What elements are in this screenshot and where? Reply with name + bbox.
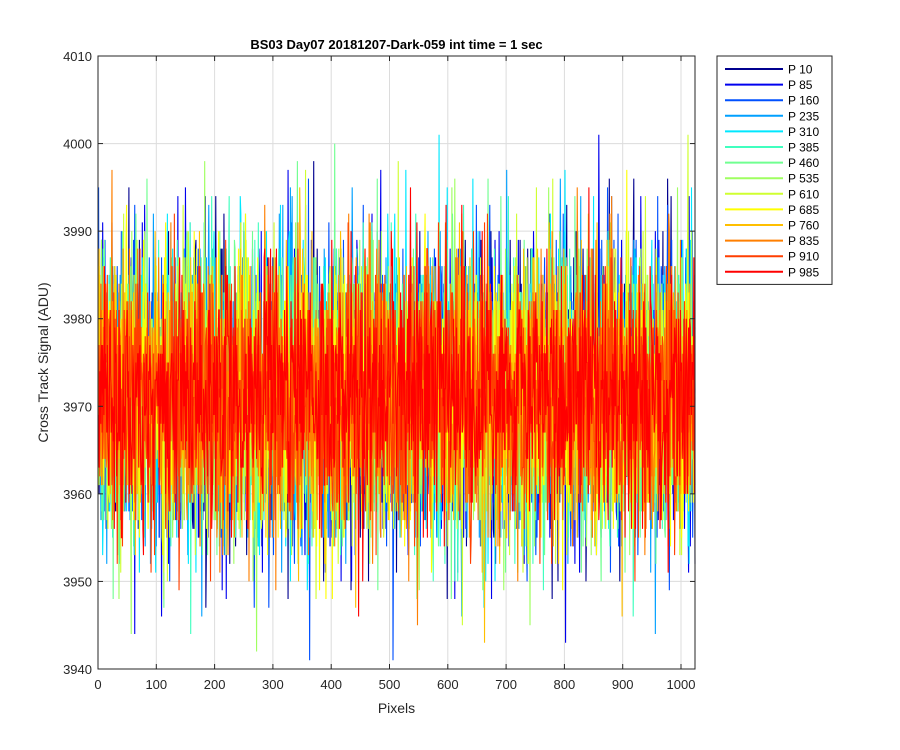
y-tick-label: 3940	[63, 662, 92, 677]
y-tick-label: 3990	[63, 224, 92, 239]
legend-label: P 85	[788, 78, 813, 92]
x-tick-label: 0	[94, 677, 101, 692]
plot-frame	[97, 55, 696, 670]
series-line-p985	[98, 187, 696, 617]
x-tick-label: 900	[612, 677, 634, 692]
y-tick-label: 4010	[63, 49, 92, 64]
legend-label: P 10	[788, 63, 813, 77]
y-tick-label: 3950	[63, 574, 92, 589]
legend-label: P 685	[788, 203, 819, 217]
legend-label: P 160	[788, 94, 819, 108]
legend-label: P 310	[788, 125, 819, 139]
y-tick-label: 3980	[63, 312, 92, 327]
legend-label: P 760	[788, 219, 819, 233]
legend-label: P 835	[788, 234, 819, 248]
series-layer	[98, 134, 696, 661]
legend-label: P 910	[788, 250, 819, 264]
chart-title: BS03 Day07 20181207-Dark-059 int time = …	[250, 37, 542, 52]
y-axis-label: Cross Track Signal (ADU)	[35, 282, 51, 442]
legend-box	[716, 55, 833, 285]
x-tick-label: 300	[262, 677, 284, 692]
x-tick-label: 400	[320, 677, 342, 692]
x-tick-label: 600	[437, 677, 459, 692]
legend-label: P 385	[788, 141, 819, 155]
x-tick-label: 100	[145, 677, 167, 692]
legend-label: P 985	[788, 265, 819, 279]
x-tick-label: 800	[554, 677, 576, 692]
y-tick-label: 4000	[63, 137, 92, 152]
legend-label: P 610	[788, 187, 819, 201]
x-tick-label: 200	[204, 677, 226, 692]
x-axis-label: Pixels	[378, 700, 415, 716]
legend-label: P 460	[788, 156, 819, 170]
x-tick-label: 500	[379, 677, 401, 692]
y-tick-label: 3960	[63, 487, 92, 502]
legend-label: P 535	[788, 172, 819, 186]
x-tick-label: 1000	[667, 677, 696, 692]
x-tick-label: 700	[495, 677, 517, 692]
legend-label: P 235	[788, 109, 819, 123]
y-tick-label: 3970	[63, 399, 92, 414]
axis-ticks: 0 100 200 300 400 500 600 700 800 900 1000 3940 3950…	[63, 49, 695, 692]
